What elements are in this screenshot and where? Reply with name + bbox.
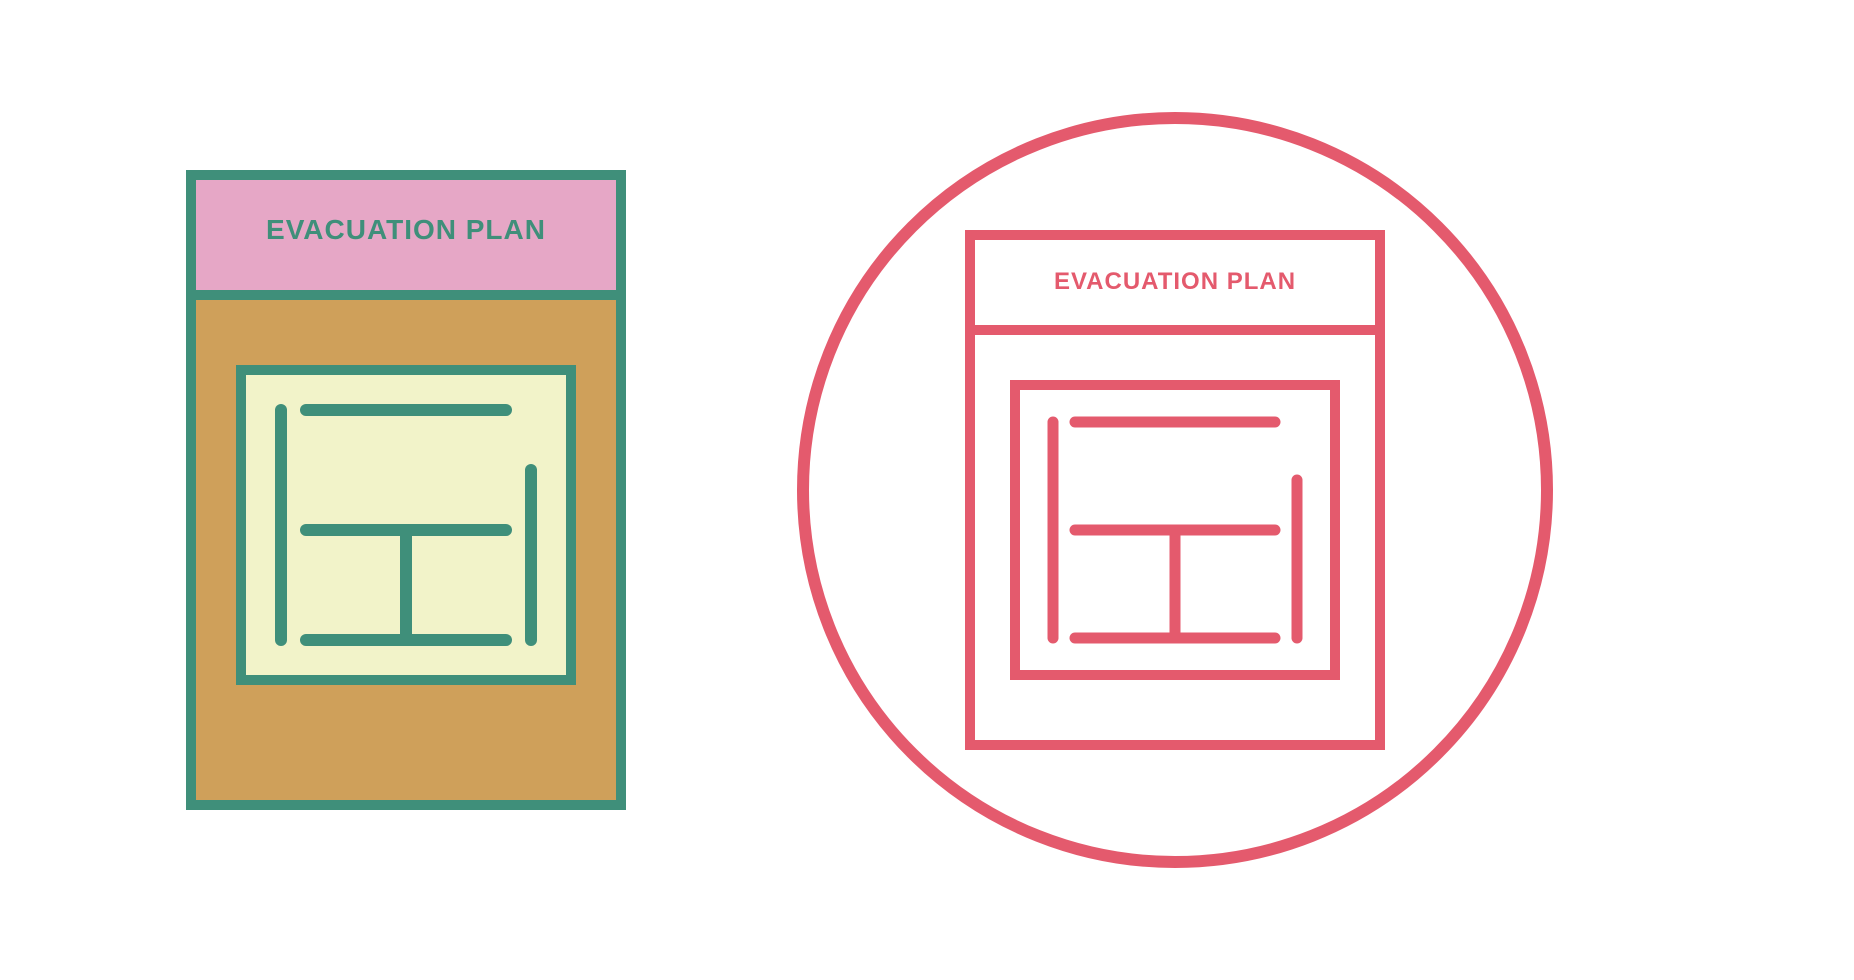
evacuation-plan-outline-svg (795, 110, 1555, 870)
icon-pair-canvas: EVACUATION PLAN (0, 0, 1854, 980)
evacuation-plan-icon-filled: EVACUATION PLAN (186, 170, 626, 810)
evacuation-plan-icon-outline: EVACUATION PLAN (795, 110, 1555, 870)
evacuation-plan-filled-svg (186, 170, 626, 810)
evacuation-plan-label-filled: EVACUATION PLAN (186, 214, 626, 246)
evacuation-plan-label-outline: EVACUATION PLAN (965, 268, 1385, 296)
circle-frame (803, 118, 1547, 862)
